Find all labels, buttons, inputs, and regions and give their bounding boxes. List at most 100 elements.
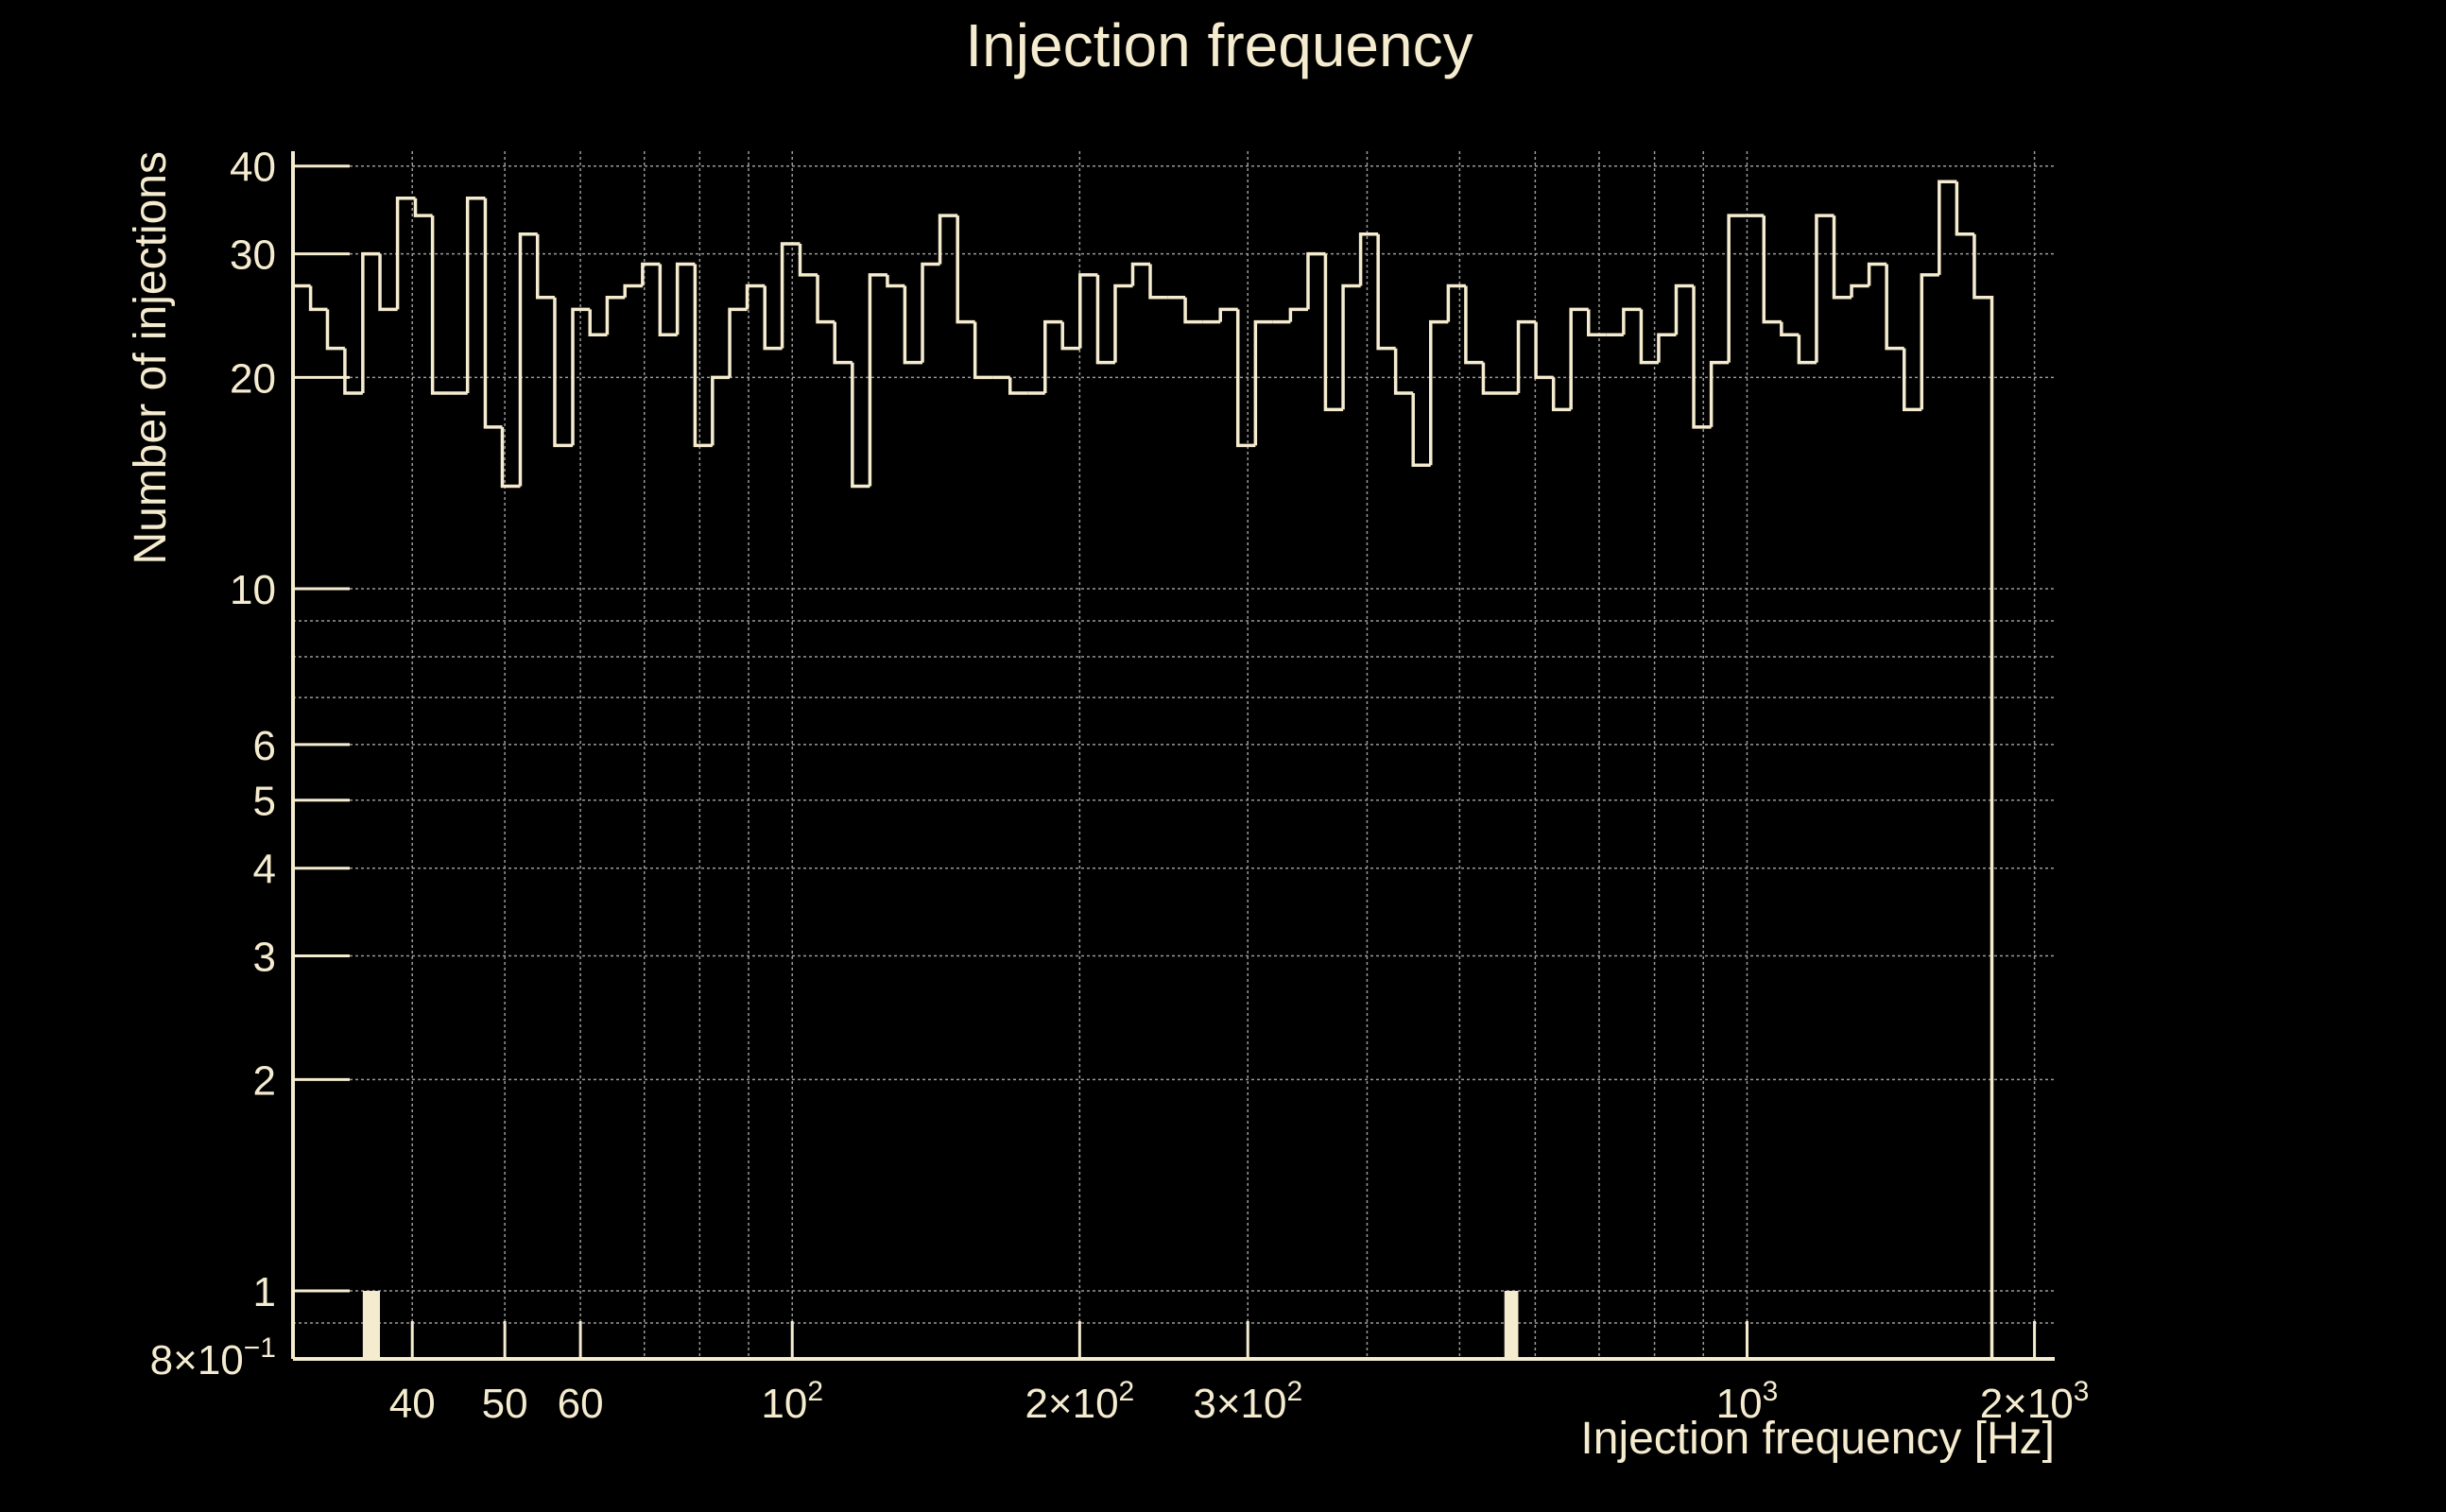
histogram-bin (851, 362, 870, 489)
histogram-bin (1446, 284, 1466, 322)
histogram-bin (1078, 273, 1098, 349)
histogram-bin (1218, 307, 1238, 322)
histogram-bin (1464, 285, 1484, 365)
y-tick-label: 2 (253, 1057, 276, 1104)
histogram-bin (641, 262, 661, 286)
histogram-bin (1323, 253, 1344, 412)
x-tick-labels: 40 50 60 102 2×102 3×102 103 2×103 (389, 1376, 2090, 1427)
histogram-bin (1376, 233, 1396, 351)
histogram-bin (816, 274, 835, 324)
y-tick-labels: 8×10−1 1 2 3 4 5 6 10 20 30 40 (150, 145, 276, 1383)
small-bar (1504, 1291, 1519, 1359)
histogram-bin (1815, 214, 1834, 363)
histogram-bin (1411, 392, 1431, 467)
histogram-bin (745, 284, 766, 310)
histogram-bin (1095, 274, 1115, 365)
histogram-bin (1938, 180, 1957, 275)
y-tick-label: 40 (230, 145, 276, 191)
histogram-bin (938, 214, 958, 265)
histogram-bin (1867, 262, 1887, 286)
histogram-bin (1183, 297, 1203, 324)
histogram-bin (1043, 319, 1063, 393)
histogram-bin (956, 215, 975, 324)
histogram-bin (886, 274, 905, 288)
y-tick-label: 10 (230, 567, 276, 613)
histogram-bin (903, 285, 923, 365)
histogram-bin (553, 297, 573, 448)
y-tick-label: 6 (253, 723, 276, 769)
histogram-bin (518, 232, 538, 487)
histogram-bin (1832, 215, 1852, 300)
chart-title: Injection frequency (965, 11, 1473, 79)
x-tick-label: 2×103 (1980, 1376, 2090, 1427)
y-tick-label: 8×10−1 (150, 1332, 276, 1383)
histogram-bin (1639, 309, 1659, 365)
histogram-bin (325, 309, 345, 351)
histogram-bin (535, 233, 555, 300)
histogram-bars (362, 1291, 1519, 1359)
histogram-bin (1692, 285, 1712, 429)
x-tick-label: 40 (389, 1381, 436, 1427)
histogram-bin (1534, 321, 1554, 380)
histogram-bin (1235, 309, 1256, 448)
histogram-bin (413, 198, 433, 217)
histogram-bin (711, 375, 731, 446)
histogram-bin (1762, 215, 1782, 324)
histogram-bin (1885, 264, 1904, 351)
histogram-bin (1393, 348, 1414, 395)
x-tick-label: 103 (1716, 1376, 1779, 1427)
y-tick-label: 20 (230, 355, 276, 402)
axes (291, 151, 2055, 1361)
histogram-bin (1955, 181, 1974, 236)
histogram-bin (1780, 321, 1800, 337)
small-bar (362, 1291, 381, 1359)
histogram-bin (605, 295, 626, 335)
y-tick-label: 1 (253, 1269, 276, 1315)
histogram-bin (1551, 377, 1572, 412)
histogram-bin (1709, 360, 1730, 427)
histogram-bin (780, 242, 801, 349)
histogram-bin (1674, 284, 1695, 335)
histogram-bin (1569, 307, 1589, 410)
histogram-bin (833, 321, 853, 365)
histogram-bin (361, 251, 381, 393)
y-tick-label: 5 (253, 779, 276, 825)
y-axis-label: Number of injections (126, 151, 176, 565)
histogram-bin (1358, 232, 1379, 286)
histogram-bin (1253, 319, 1273, 446)
x-tick-label: 50 (482, 1381, 528, 1427)
y-tick-label: 30 (230, 232, 276, 279)
histogram-bin (1727, 214, 1747, 363)
histogram-bin (1341, 284, 1361, 410)
histogram-bin (1797, 335, 1817, 365)
histogram-bin (623, 284, 643, 298)
histogram-bin (1920, 273, 1939, 410)
y-tick-label: 4 (253, 847, 276, 893)
histogram-bin (465, 196, 486, 393)
histogram-bin (343, 348, 363, 395)
histogram-bin (1130, 262, 1151, 286)
histogram-bin (1622, 307, 1642, 335)
histogram-bin (921, 262, 940, 363)
histogram-bin (1902, 348, 1922, 412)
x-tick-label: 102 (761, 1376, 823, 1427)
histogram-bin (728, 307, 748, 378)
histogram-bin (308, 285, 328, 312)
histogram-bin (658, 264, 678, 337)
histogram-bin (675, 262, 696, 335)
histogram-bin (588, 309, 608, 337)
histogram-bin (1306, 251, 1326, 310)
histogram-bin (395, 196, 416, 310)
y-tick-label: 3 (253, 935, 276, 981)
x-tick-label: 2×102 (1025, 1376, 1134, 1427)
histogram-bin (571, 307, 591, 446)
histogram-bin (1060, 321, 1080, 351)
histogram-bin (1008, 377, 1028, 395)
histogram-bin (1587, 309, 1607, 337)
histogram-bin (1850, 284, 1869, 298)
histogram-bin (973, 321, 993, 380)
histogram-bin (763, 285, 783, 351)
histogram-bin (1288, 307, 1308, 322)
